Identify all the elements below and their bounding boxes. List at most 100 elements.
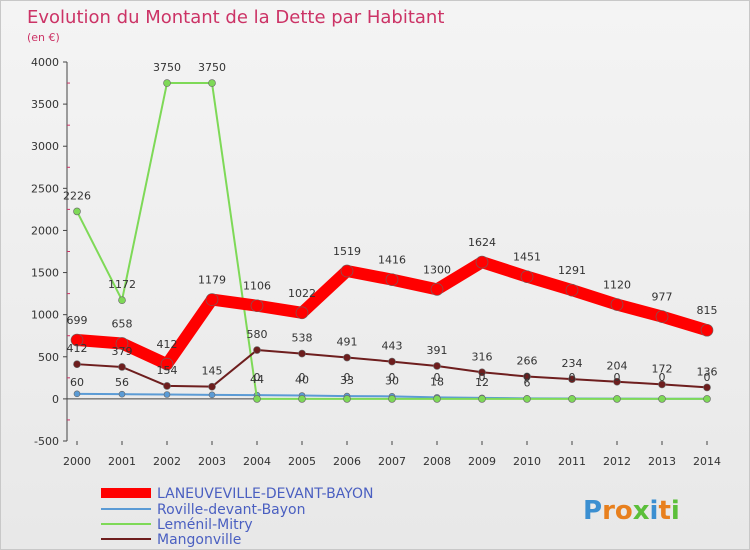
x-tick-label: 2010	[513, 455, 541, 468]
data-label: 1106	[243, 280, 271, 293]
data-point	[115, 337, 129, 350]
data-label: 1179	[198, 274, 226, 287]
data-label: 0	[479, 371, 486, 384]
data-label: 699	[67, 314, 88, 327]
x-tick-label: 2008	[423, 455, 451, 468]
data-point	[613, 395, 621, 403]
data-label: 60	[70, 376, 84, 389]
data-point	[118, 296, 126, 304]
data-label: 172	[652, 362, 673, 375]
data-label: 0	[389, 371, 396, 384]
data-label: 977	[652, 291, 673, 304]
data-point	[385, 273, 399, 286]
proxiti-logo: Proxiti	[583, 496, 680, 526]
data-point	[658, 395, 666, 403]
data-point	[73, 360, 81, 368]
data-label: 2226	[63, 189, 91, 202]
data-label: 234	[562, 357, 583, 370]
y-tick-label: 2000	[31, 224, 59, 237]
y-tick-label: 500	[38, 351, 59, 364]
logo-letter: t	[658, 496, 670, 526]
data-label: 1300	[423, 263, 451, 276]
data-point	[478, 395, 486, 403]
y-tick-label: 4000	[31, 56, 59, 69]
logo-letter: i	[650, 496, 659, 526]
data-point	[343, 353, 351, 362]
data-point	[73, 390, 81, 398]
legend-item-0: LANEUVEVILLE-DEVANT-BAYON	[101, 486, 373, 502]
x-tick-label: 2011	[558, 455, 586, 468]
data-point	[253, 395, 261, 403]
x-tick-label: 2001	[108, 455, 136, 468]
data-label: 3750	[198, 61, 226, 74]
data-label: 1022	[288, 287, 316, 300]
data-point	[658, 380, 666, 389]
y-tick-label: 0	[52, 393, 59, 406]
x-tick-label: 2000	[63, 455, 91, 468]
data-label: 1291	[558, 264, 586, 277]
data-labels-layer: 699 658 412 1179 1106 1022 1519 1416 1300 1624 145…	[63, 61, 718, 389]
data-label: 1120	[603, 279, 631, 292]
legend-label: Roville-devant-Bayon	[157, 502, 305, 518]
data-label: 379	[112, 345, 133, 358]
data-point	[208, 382, 216, 391]
x-tick-label: 2014	[693, 455, 721, 468]
data-point	[118, 390, 126, 398]
data-label: 145	[202, 365, 223, 378]
data-label: 391	[427, 344, 448, 357]
chart-title: Evolution du Montant de la Dette par Hab…	[27, 7, 444, 28]
data-label: 538	[292, 332, 313, 345]
data-point	[298, 349, 306, 358]
y-tick-label: 3000	[31, 140, 59, 153]
data-point	[475, 255, 489, 269]
y-tick-label: 1000	[31, 309, 59, 322]
data-label: 56	[115, 376, 129, 389]
data-point	[163, 79, 171, 87]
legend-item-1: Roville-devant-Bayon	[101, 502, 305, 518]
data-label: 1624	[468, 236, 496, 249]
data-point	[160, 357, 174, 371]
legend-item-3: Mangonville	[101, 532, 241, 548]
data-point	[703, 395, 711, 403]
data-point	[340, 264, 354, 278]
data-point	[613, 377, 621, 386]
series-layer	[70, 79, 714, 403]
data-label: 1451	[513, 251, 541, 264]
axes: -500050010001500200025003000350040002000…	[31, 56, 721, 468]
legend: LANEUVEVILLE-DEVANT-BAYONRoville-devant-…	[101, 486, 373, 548]
data-label: 154	[157, 364, 178, 377]
data-point	[520, 270, 534, 283]
data-label: 658	[112, 317, 133, 330]
legend-label: LANEUVEVILLE-DEVANT-BAYON	[157, 486, 373, 502]
data-label: 0	[524, 371, 531, 384]
data-label: 815	[697, 304, 718, 317]
data-label: 1416	[378, 254, 406, 267]
data-label: 412	[157, 338, 178, 351]
data-point	[478, 368, 486, 377]
data-label: 0	[299, 371, 306, 384]
data-point	[568, 375, 576, 383]
legend-item-2: Leménil-Mitry	[101, 517, 253, 533]
data-point	[250, 299, 264, 313]
x-tick-label: 2012	[603, 455, 631, 468]
x-tick-label: 2004	[243, 455, 271, 468]
data-point	[523, 395, 531, 403]
logo-letter: P	[583, 496, 602, 526]
data-label: 491	[337, 336, 358, 349]
logo-text: Proxiti	[583, 496, 680, 526]
data-point	[295, 306, 309, 320]
x-tick-label: 2006	[333, 455, 361, 468]
series-0	[70, 255, 714, 371]
data-point	[388, 395, 396, 403]
data-label: 12	[475, 376, 489, 389]
y-tick-label: -500	[34, 435, 59, 448]
y-tick-label: 2500	[31, 182, 59, 195]
data-point	[163, 382, 171, 390]
data-label: 6	[524, 376, 531, 389]
x-tick-label: 2003	[198, 455, 226, 468]
data-label: 443	[382, 340, 403, 353]
data-point	[568, 395, 576, 403]
data-label: 3750	[153, 61, 181, 74]
data-point	[523, 372, 531, 381]
x-tick-label: 2013	[648, 455, 676, 468]
